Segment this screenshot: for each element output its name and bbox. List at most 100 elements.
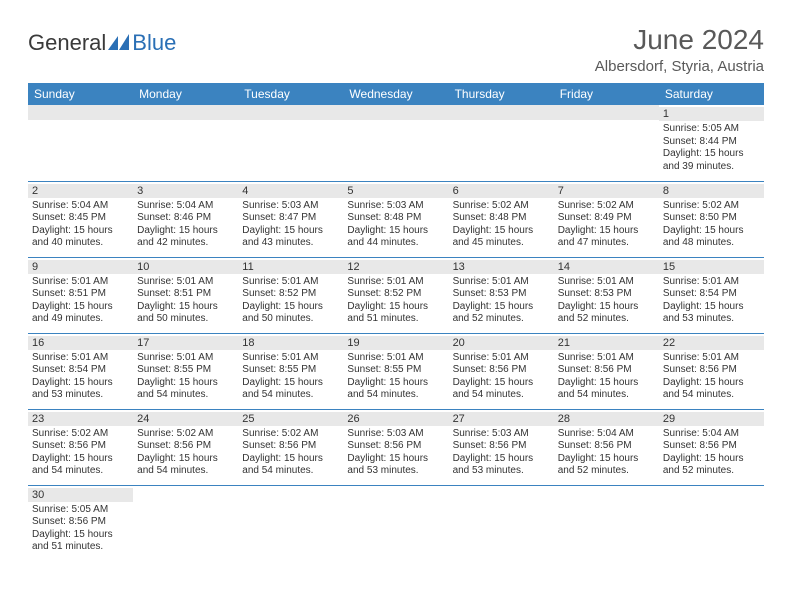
calendar-cell: 12Sunrise: 5:01 AMSunset: 8:52 PMDayligh…: [343, 257, 448, 333]
calendar-week-row: 23Sunrise: 5:02 AMSunset: 8:56 PMDayligh…: [28, 409, 764, 485]
sunset-line: Sunset: 8:55 PM: [242, 364, 339, 377]
daylight-line: Daylight: 15 hours and 44 minutes.: [347, 225, 444, 250]
daylight-line: Daylight: 15 hours and 53 minutes.: [347, 453, 444, 478]
sunset-line: Sunset: 8:56 PM: [558, 440, 655, 453]
calendar-cell: 10Sunrise: 5:01 AMSunset: 8:51 PMDayligh…: [133, 257, 238, 333]
calendar-cell: 22Sunrise: 5:01 AMSunset: 8:56 PMDayligh…: [659, 333, 764, 409]
sunset-line: Sunset: 8:56 PM: [242, 440, 339, 453]
empty-day-bar: [238, 105, 343, 120]
sunrise-line: Sunrise: 5:04 AM: [137, 200, 234, 213]
sunrise-line: Sunrise: 5:03 AM: [242, 200, 339, 213]
sunset-line: Sunset: 8:51 PM: [137, 288, 234, 301]
calendar-cell: 9 Sunrise: 5:01 AMSunset: 8:51 PMDaylight…: [28, 257, 133, 333]
day-number: 5: [343, 184, 448, 198]
day-number: 19: [343, 336, 448, 350]
day-number: 10: [133, 260, 238, 274]
sunrise-line: Sunrise: 5:01 AM: [242, 352, 339, 365]
empty-day-bar: [28, 105, 133, 120]
calendar-cell: 6Sunrise: 5:02 AMSunset: 8:48 PMDaylight…: [449, 181, 554, 257]
sunset-line: Sunset: 8:56 PM: [453, 364, 550, 377]
daylight-line: Daylight: 15 hours and 50 minutes.: [137, 301, 234, 326]
sunrise-line: Sunrise: 5:02 AM: [137, 428, 234, 441]
calendar-cell: [238, 485, 343, 561]
day-header: Saturday: [659, 83, 764, 105]
sunrise-line: Sunrise: 5:01 AM: [663, 276, 760, 289]
calendar-cell: 3Sunrise: 5:04 AMSunset: 8:46 PMDaylight…: [133, 181, 238, 257]
day-header: Wednesday: [343, 83, 448, 105]
daylight-line: Daylight: 15 hours and 52 minutes.: [558, 453, 655, 478]
calendar-cell: 11Sunrise: 5:01 AMSunset: 8:52 PMDayligh…: [238, 257, 343, 333]
sunrise-line: Sunrise: 5:05 AM: [32, 504, 129, 517]
sunset-line: Sunset: 8:54 PM: [32, 364, 129, 377]
daylight-line: Daylight: 15 hours and 40 minutes.: [32, 225, 129, 250]
day-number: 8: [659, 184, 764, 198]
sunset-line: Sunset: 8:55 PM: [347, 364, 444, 377]
daylight-line: Daylight: 15 hours and 48 minutes.: [663, 225, 760, 250]
sunset-line: Sunset: 8:53 PM: [453, 288, 550, 301]
day-number: 23: [28, 412, 133, 426]
day-number: 14: [554, 260, 659, 274]
sunrise-line: Sunrise: 5:01 AM: [558, 352, 655, 365]
empty-day-bar: [133, 105, 238, 120]
day-number: 17: [133, 336, 238, 350]
calendar-cell: 15Sunrise: 5:01 AMSunset: 8:54 PMDayligh…: [659, 257, 764, 333]
sunset-line: Sunset: 8:56 PM: [347, 440, 444, 453]
daylight-line: Daylight: 15 hours and 49 minutes.: [32, 301, 129, 326]
sunset-line: Sunset: 8:56 PM: [32, 440, 129, 453]
day-number: 29: [659, 412, 764, 426]
day-number: 12: [343, 260, 448, 274]
empty-day-bar: [449, 105, 554, 120]
day-header: Monday: [133, 83, 238, 105]
sunrise-line: Sunrise: 5:04 AM: [663, 428, 760, 441]
logo: General Blue: [28, 24, 176, 56]
daylight-line: Daylight: 15 hours and 52 minutes.: [663, 453, 760, 478]
daylight-line: Daylight: 15 hours and 50 minutes.: [242, 301, 339, 326]
day-header-row: SundayMondayTuesdayWednesdayThursdayFrid…: [28, 83, 764, 105]
sunrise-line: Sunrise: 5:01 AM: [347, 352, 444, 365]
day-number: 3: [133, 184, 238, 198]
sunrise-line: Sunrise: 5:01 AM: [32, 276, 129, 289]
sunrise-line: Sunrise: 5:04 AM: [558, 428, 655, 441]
day-number: 9: [28, 260, 133, 274]
calendar-cell: [343, 105, 448, 181]
sunset-line: Sunset: 8:48 PM: [347, 212, 444, 225]
calendar-cell: [449, 485, 554, 561]
sunset-line: Sunset: 8:52 PM: [347, 288, 444, 301]
calendar-cell: [133, 485, 238, 561]
day-number: 26: [343, 412, 448, 426]
sunrise-line: Sunrise: 5:01 AM: [453, 352, 550, 365]
daylight-line: Daylight: 15 hours and 54 minutes.: [137, 453, 234, 478]
sunrise-line: Sunrise: 5:03 AM: [453, 428, 550, 441]
sunset-line: Sunset: 8:48 PM: [453, 212, 550, 225]
calendar-cell: 4Sunrise: 5:03 AMSunset: 8:47 PMDaylight…: [238, 181, 343, 257]
sunset-line: Sunset: 8:56 PM: [663, 440, 760, 453]
daylight-line: Daylight: 15 hours and 43 minutes.: [242, 225, 339, 250]
calendar-cell: [343, 485, 448, 561]
daylight-line: Daylight: 15 hours and 54 minutes.: [137, 377, 234, 402]
daylight-line: Daylight: 15 hours and 52 minutes.: [453, 301, 550, 326]
calendar-week-row: 9Sunrise: 5:01 AMSunset: 8:51 PMDaylight…: [28, 257, 764, 333]
day-number: 11: [238, 260, 343, 274]
sunrise-line: Sunrise: 5:02 AM: [242, 428, 339, 441]
calendar-cell: 13Sunrise: 5:01 AMSunset: 8:53 PMDayligh…: [449, 257, 554, 333]
daylight-line: Daylight: 15 hours and 42 minutes.: [137, 225, 234, 250]
day-number: 24: [133, 412, 238, 426]
calendar-cell: 28Sunrise: 5:04 AMSunset: 8:56 PMDayligh…: [554, 409, 659, 485]
day-number: 30: [28, 488, 133, 502]
daylight-line: Daylight: 15 hours and 53 minutes.: [32, 377, 129, 402]
sunrise-line: Sunrise: 5:03 AM: [347, 428, 444, 441]
daylight-line: Daylight: 15 hours and 39 minutes.: [663, 148, 760, 173]
daylight-line: Daylight: 15 hours and 53 minutes.: [453, 453, 550, 478]
daylight-line: Daylight: 15 hours and 51 minutes.: [32, 529, 129, 554]
calendar-week-row: 1Sunrise: 5:05 AMSunset: 8:44 PMDaylight…: [28, 105, 764, 181]
calendar-table: SundayMondayTuesdayWednesdayThursdayFrid…: [28, 83, 764, 561]
daylight-line: Daylight: 15 hours and 54 minutes.: [32, 453, 129, 478]
calendar-cell: 23Sunrise: 5:02 AMSunset: 8:56 PMDayligh…: [28, 409, 133, 485]
calendar-cell: [554, 485, 659, 561]
sunset-line: Sunset: 8:55 PM: [137, 364, 234, 377]
sunrise-line: Sunrise: 5:01 AM: [663, 352, 760, 365]
sunrise-line: Sunrise: 5:03 AM: [347, 200, 444, 213]
sunrise-line: Sunrise: 5:01 AM: [347, 276, 444, 289]
sunset-line: Sunset: 8:51 PM: [32, 288, 129, 301]
sunset-line: Sunset: 8:52 PM: [242, 288, 339, 301]
